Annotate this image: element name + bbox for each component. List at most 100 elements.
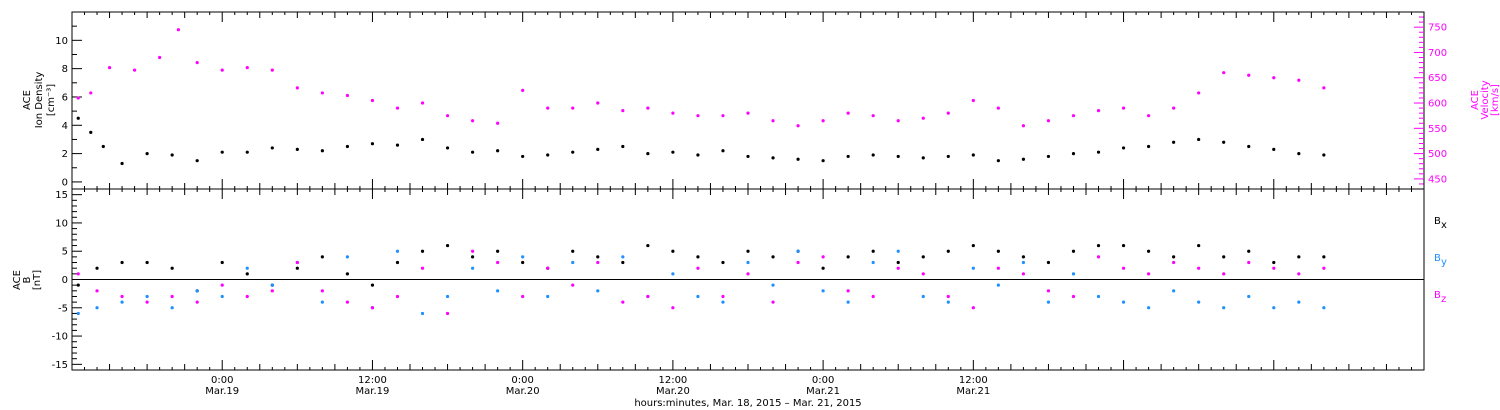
legend-bx: B x [1434, 216, 1447, 231]
legend-bz: B z [1434, 290, 1446, 305]
magnetic-field-axis-ticks: -15 -10 -5 0 5 10 15 [52, 190, 82, 371]
bx-point [821, 266, 825, 270]
bz-point [1046, 289, 1051, 293]
density-axis-label-line3: [cm⁻³] [46, 84, 57, 116]
velocity-point [571, 106, 575, 110]
by-point [671, 272, 675, 276]
time-axis: 0:00Mar.1912:00Mar.190:00Mar.2012:00Mar.… [71, 12, 1425, 397]
bz-point [796, 260, 800, 265]
bz-point [420, 266, 425, 270]
density-point [571, 150, 575, 154]
by-point [871, 260, 875, 265]
velocity-axis-ticks: 450 500 550 600 650 700 750 [1414, 16, 1447, 185]
density-point [245, 150, 249, 154]
density-point [470, 150, 475, 154]
bz-point [496, 260, 500, 265]
time-tick-label: 12:00 [358, 375, 387, 386]
density-axis-label-line1: ACE [22, 90, 33, 110]
by-point [270, 283, 274, 287]
bz-point [521, 294, 525, 299]
velocity-point [971, 98, 975, 103]
velocity-tick-label: 550 [1428, 124, 1447, 135]
bx-point [1146, 249, 1151, 253]
by-point [696, 294, 700, 299]
bz-point [596, 260, 600, 265]
bz-point [1146, 272, 1151, 276]
velocity-point [721, 114, 725, 118]
velocity-point [1197, 91, 1201, 95]
bx-point [1222, 255, 1226, 259]
bx-point [245, 272, 249, 276]
by-point [846, 300, 850, 304]
b-axis-label-line1: ACE [12, 270, 23, 290]
velocity-point [1121, 106, 1126, 110]
time-tick-label: 0:00 [511, 375, 533, 386]
velocity-point [996, 106, 1000, 110]
bz-point [445, 311, 450, 316]
velocity-point [921, 116, 925, 120]
bx-point [646, 243, 650, 248]
bz-point [1322, 266, 1326, 270]
velocity-point [1272, 76, 1276, 80]
velocity-point [220, 68, 224, 72]
bz-point [295, 260, 299, 265]
bz-point [846, 289, 850, 293]
bz-point [320, 289, 324, 293]
bx-point [1172, 255, 1176, 259]
by-point [921, 294, 925, 299]
time-tick-label: 0:00 [211, 375, 233, 386]
velocity-point [796, 124, 800, 128]
velocity-point [1172, 106, 1176, 110]
by-point [521, 255, 525, 259]
date-tick-label: Mar.19 [356, 386, 390, 397]
velocity-point [1297, 78, 1301, 82]
b-tick-label: -10 [52, 332, 68, 343]
time-tick-label: 12:00 [658, 375, 687, 386]
velocity-point [132, 68, 137, 72]
bz-point [1121, 266, 1126, 270]
velocity-point [1071, 114, 1076, 118]
bx-point [971, 243, 975, 248]
bx-point [871, 249, 875, 253]
bx-point [496, 249, 500, 253]
velocity-point [445, 114, 450, 118]
velocity-point [107, 66, 112, 70]
bx-point [220, 260, 224, 265]
density-axis-label-line2: Ion Density [34, 72, 45, 129]
bx-point [521, 260, 525, 265]
density-point [1197, 137, 1201, 142]
density-point [345, 144, 350, 149]
bz-point [170, 294, 174, 299]
density-point [420, 137, 425, 142]
by-point [170, 306, 174, 310]
density-point [871, 153, 875, 157]
velocity-point [496, 121, 500, 125]
bz-point [621, 300, 625, 304]
velocity-point [1146, 114, 1151, 118]
bx-point [145, 260, 149, 265]
by-point [1197, 300, 1201, 304]
legend-bz-sub: z [1441, 294, 1446, 305]
density-point [1071, 152, 1076, 156]
density-point [170, 153, 174, 157]
density-point [496, 149, 500, 153]
by-point [1222, 306, 1226, 310]
density-point [76, 116, 80, 120]
velocity-point [245, 66, 249, 70]
bz-point [996, 266, 1000, 270]
bz-point [646, 294, 650, 299]
by-point [1146, 306, 1151, 310]
bz-point [921, 272, 925, 276]
density-point [896, 154, 900, 159]
legend-by-letter: B [1434, 253, 1441, 264]
bx-point [470, 255, 475, 259]
bz-point [671, 306, 675, 310]
density-point [846, 154, 850, 159]
b-tick-label: -15 [52, 360, 68, 371]
bz-point [696, 266, 700, 270]
magnetic-field-points [76, 243, 1326, 316]
by-point [120, 300, 124, 304]
velocity-point [646, 106, 650, 110]
density-tick-label: 10 [55, 36, 68, 47]
